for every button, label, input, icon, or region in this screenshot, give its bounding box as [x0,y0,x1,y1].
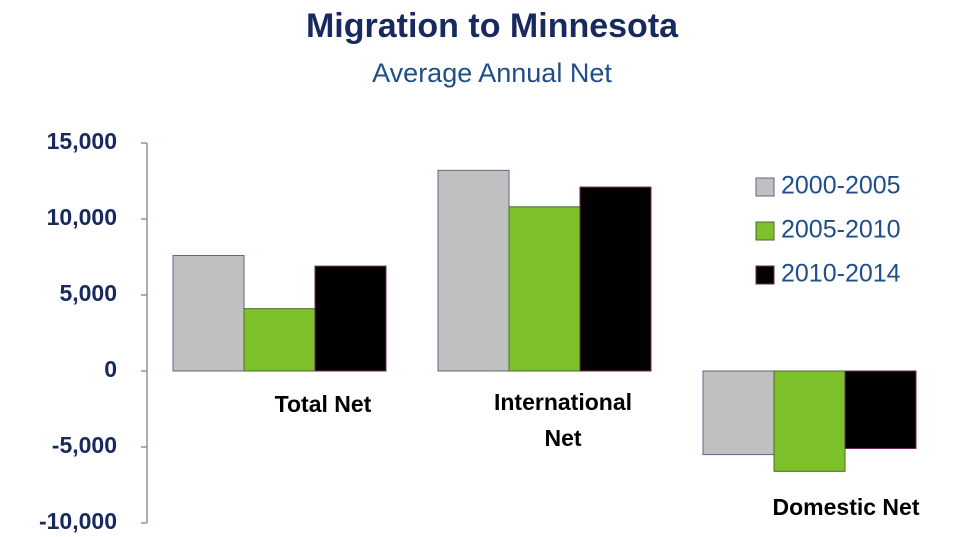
bar [172,254,245,372]
y-tick-label: -5,000 [52,432,117,458]
bar [579,186,652,372]
y-tick-label: 15,000 [47,128,117,154]
legend-swatch [755,177,775,197]
bar [773,370,846,472]
legend-label: 2010-2014 [781,260,901,288]
y-tick-label: 5,000 [59,280,117,306]
y-tick-label: -10,000 [39,508,117,534]
bar [437,169,510,372]
y-tick-label: 0 [104,356,117,382]
legend-label: 2005-2010 [781,216,901,244]
y-tick-label: 10,000 [47,204,117,230]
category-label: International Net [493,389,632,451]
chart-title: Migration to Minnesota [306,7,679,45]
legend-swatch [755,221,775,241]
bar [314,265,387,372]
chart-subtitle: Average Annual Net [372,58,612,88]
category-label: Total Net [274,391,372,417]
bar [243,308,316,372]
legend-swatch [755,265,775,285]
legend-label: 2000-2005 [781,172,901,200]
bar [844,370,917,450]
category-label: Domestic Net [772,494,920,520]
bar [702,370,775,456]
bar [508,206,581,372]
